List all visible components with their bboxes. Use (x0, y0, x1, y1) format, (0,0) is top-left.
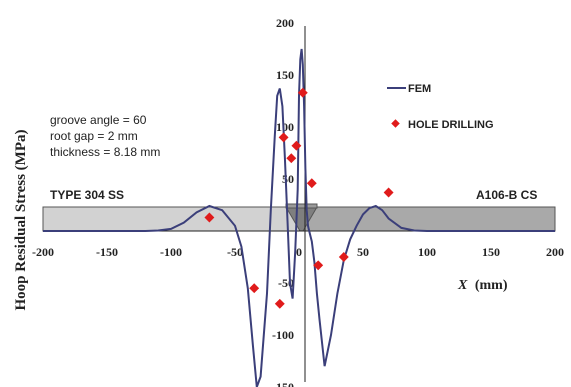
label-left-material: TYPE 304 SS (50, 188, 124, 202)
y-axis-label: Hoop Residual Stress (MPa) (13, 130, 29, 311)
legend-hole-drilling-swatch (391, 119, 399, 127)
x-tick-labels: -200 -150 -100 -50 0 50 100 150 200 (32, 245, 564, 259)
annotation-groove-angle: groove angle = 60 (50, 113, 147, 127)
legend-fem-label: FEM (408, 83, 431, 95)
x-tick-label: 150 (482, 245, 500, 259)
hole-drilling-point (339, 252, 349, 262)
x-axis-label: X (mm) (457, 278, 508, 293)
weld-cap (286, 204, 317, 208)
y-tick-label: 200 (276, 16, 294, 30)
legend-hole-drilling-label: HOLE DRILLING (408, 119, 494, 131)
x-axis-label-unit: (mm) (475, 278, 508, 293)
y-tick-label: 150 (276, 68, 294, 82)
hole-drilling-point (291, 141, 301, 151)
hole-drilling-point (275, 299, 285, 309)
hole-drilling-point (384, 188, 394, 198)
y-tick-label: -150 (272, 380, 294, 387)
x-tick-label: 200 (546, 245, 564, 259)
y-tick-label: 100 (276, 120, 294, 134)
legend: FEM HOLE DRILLING (387, 83, 494, 131)
x-tick-label: 50 (357, 245, 369, 259)
y-tick-label: -100 (272, 328, 294, 342)
x-axis-label-var: X (457, 278, 468, 293)
annotation-thickness: thickness = 8.18 mm (50, 145, 160, 159)
hole-drilling-point (249, 283, 259, 293)
annotation-root-gap: root gap = 2 mm (50, 129, 138, 143)
y-tick-label: 50 (282, 172, 294, 186)
label-right-material: A106-B CS (476, 188, 537, 202)
pipe-plate (43, 204, 555, 231)
hole-drilling-point (307, 178, 317, 188)
x-tick-label: 100 (418, 245, 436, 259)
x-tick-label: -100 (160, 245, 182, 259)
plate-right-carbon (301, 207, 555, 231)
hole-drilling-point (286, 153, 296, 163)
x-tick-label: -150 (96, 245, 118, 259)
x-tick-label: -200 (32, 245, 54, 259)
x-tick-label: 0 (296, 245, 302, 259)
